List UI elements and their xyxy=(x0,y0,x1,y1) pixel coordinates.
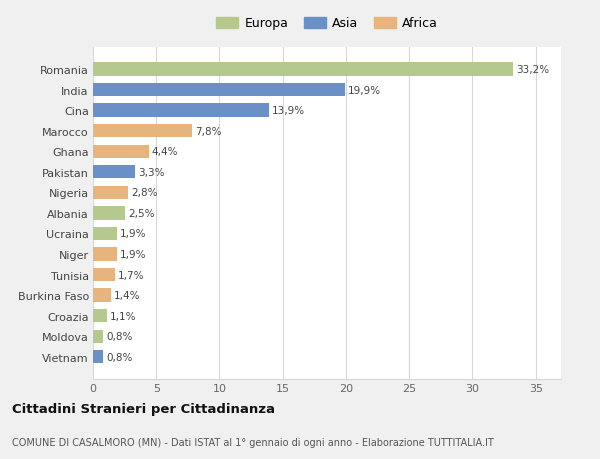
Bar xyxy=(93,269,115,282)
Bar xyxy=(93,248,117,261)
Text: 0,8%: 0,8% xyxy=(106,352,133,362)
Bar xyxy=(93,84,345,97)
Bar xyxy=(93,125,191,138)
Text: 1,4%: 1,4% xyxy=(114,291,140,301)
Bar xyxy=(93,227,117,241)
Bar xyxy=(93,166,135,179)
Text: COMUNE DI CASALMORO (MN) - Dati ISTAT al 1° gennaio di ogni anno - Elaborazione : COMUNE DI CASALMORO (MN) - Dati ISTAT al… xyxy=(12,437,494,448)
Text: 1,1%: 1,1% xyxy=(110,311,137,321)
Bar xyxy=(93,63,513,77)
Bar xyxy=(93,330,103,343)
Bar xyxy=(93,207,125,220)
Text: 33,2%: 33,2% xyxy=(516,65,549,75)
Bar xyxy=(93,289,111,302)
Text: 3,3%: 3,3% xyxy=(138,168,164,178)
Legend: Europa, Asia, Africa: Europa, Asia, Africa xyxy=(211,12,443,35)
Text: Cittadini Stranieri per Cittadinanza: Cittadini Stranieri per Cittadinanza xyxy=(12,403,275,415)
Text: 1,7%: 1,7% xyxy=(118,270,144,280)
Bar xyxy=(93,145,149,158)
Bar xyxy=(93,186,128,200)
Text: 13,9%: 13,9% xyxy=(272,106,305,116)
Text: 0,8%: 0,8% xyxy=(106,331,133,341)
Bar xyxy=(93,350,103,364)
Text: 2,5%: 2,5% xyxy=(128,208,154,218)
Text: 19,9%: 19,9% xyxy=(348,85,381,95)
Text: 2,8%: 2,8% xyxy=(131,188,158,198)
Text: 4,4%: 4,4% xyxy=(152,147,178,157)
Bar xyxy=(93,309,107,323)
Text: 1,9%: 1,9% xyxy=(120,229,146,239)
Bar xyxy=(93,104,269,118)
Text: 7,8%: 7,8% xyxy=(195,126,221,136)
Text: 1,9%: 1,9% xyxy=(120,249,146,259)
